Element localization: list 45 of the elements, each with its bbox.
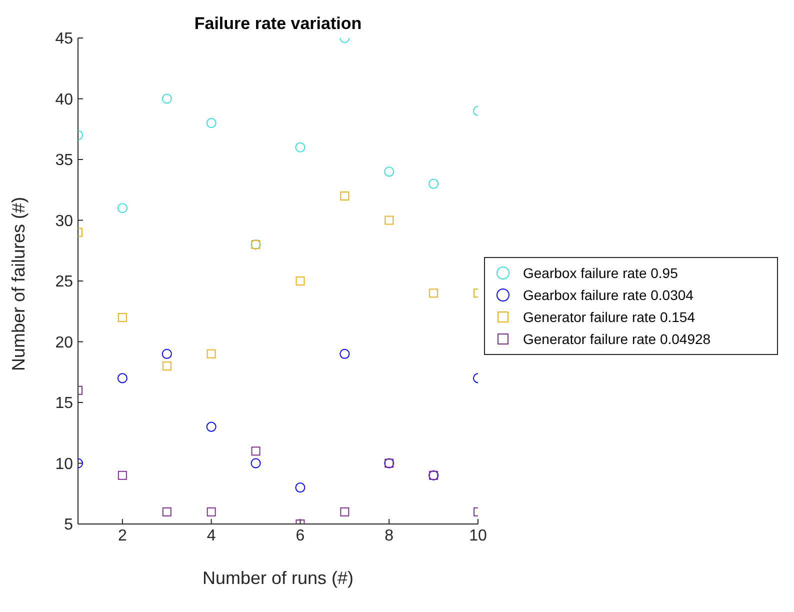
y-tick-label: 15 [55, 395, 74, 412]
point [428, 178, 439, 189]
y-tick-label: 25 [55, 274, 74, 291]
legend-label: Generator failure rate 0.04928 [523, 330, 711, 349]
point [429, 288, 438, 298]
x-tick-label: 2 [118, 527, 127, 544]
point [206, 422, 216, 432]
point [162, 362, 172, 371]
y-tick-label: 5 [64, 516, 74, 534]
point [384, 166, 394, 177]
point [206, 349, 216, 358]
legend-label: Generator failure rate 0.154 [523, 308, 695, 327]
y-tick-label: 45 [55, 30, 74, 48]
y-tick-label: 35 [55, 152, 74, 170]
point [384, 216, 394, 225]
point [250, 458, 261, 468]
point [206, 118, 216, 128]
point [340, 507, 350, 516]
point [340, 348, 350, 359]
point [206, 507, 216, 516]
x-axis-title: Number of runs (#) [202, 568, 354, 588]
point [295, 142, 306, 152]
legend-label: Gearbox failure rate 0.0304 [523, 286, 694, 305]
x-tick-label: 10 [469, 527, 487, 544]
x-tick-label: 8 [384, 527, 394, 544]
y-axis-title: Number of failures (#) [8, 196, 28, 371]
point [118, 470, 127, 480]
chart-title: Failure rate variation [193, 14, 363, 34]
point [117, 203, 128, 214]
point [118, 312, 127, 322]
point [117, 373, 128, 384]
x-tick-label: 6 [296, 527, 305, 544]
point [162, 507, 172, 516]
y-tick-label: 10 [55, 456, 74, 473]
point [162, 94, 172, 104]
point [162, 348, 172, 359]
y-tick-label: 30 [55, 212, 74, 230]
point [295, 482, 306, 493]
point [296, 276, 305, 286]
legend-label: Gearbox failure rate 0.95 [523, 264, 678, 283]
point [340, 191, 350, 200]
y-tick-label: 20 [55, 334, 74, 352]
point [251, 446, 260, 456]
x-tick-label: 4 [206, 527, 216, 544]
y-tick-label: 40 [55, 91, 74, 108]
